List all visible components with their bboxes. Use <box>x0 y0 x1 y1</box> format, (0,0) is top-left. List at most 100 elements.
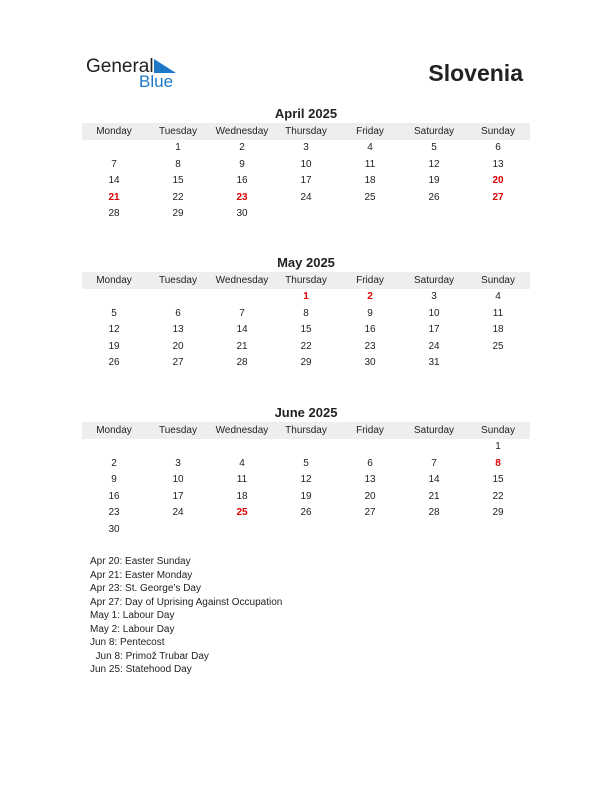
day-cell <box>274 439 338 456</box>
week-row: 28 29 30 <box>82 206 530 223</box>
logo-triangle-icon <box>154 59 176 73</box>
day-cell: 19 <box>428 175 440 187</box>
day-cell: 19 <box>108 340 120 352</box>
holiday-item: Jun 8: Pentecost <box>90 637 165 648</box>
week-row: 7 8 9 10 11 12 13 <box>82 157 530 174</box>
day-cell: 17 <box>300 175 312 187</box>
day-cell: 29 <box>300 357 312 369</box>
day-cell: 4 <box>495 291 501 302</box>
day-cell: 5 <box>303 457 309 469</box>
week-row: 30 <box>82 522 530 539</box>
day-cell: 10 <box>172 474 184 486</box>
holiday-list: Apr 20: Easter Sunday Apr 21: Easter Mond… <box>90 555 282 677</box>
holiday-item: Jun 25: Statehood Day <box>90 664 192 675</box>
week-row: 23 24 25 26 27 28 29 <box>82 505 530 522</box>
month-calendar: June 2025 Monday Tuesday Wednesday Thursday F… <box>82 404 530 539</box>
day-cell: 6 <box>495 142 501 153</box>
day-cell: 16 <box>108 490 120 502</box>
weekday-label: Thursday <box>285 425 327 436</box>
day-cell: 3 <box>303 142 309 153</box>
day-cell: 26 <box>428 191 440 203</box>
day-cell: 7 <box>239 307 245 319</box>
day-cell: 28 <box>236 357 248 369</box>
day-cell <box>338 522 402 539</box>
day-cell: 13 <box>172 324 184 336</box>
day-cell: 13 <box>364 474 376 486</box>
day-cell: 11 <box>236 474 248 486</box>
day-cell: 30 <box>236 208 248 220</box>
day-cell: 1 <box>175 142 181 153</box>
day-cell: 16 <box>236 175 248 187</box>
week-row: 1 <box>82 439 530 456</box>
week-row: 26 27 28 29 30 31 <box>82 355 530 372</box>
day-cell: 17 <box>172 490 184 502</box>
week-row: 16 17 18 19 20 21 22 <box>82 489 530 506</box>
day-cell: 9 <box>367 307 373 319</box>
day-cell <box>146 289 210 306</box>
day-cell: 13 <box>492 158 504 170</box>
day-cell: 18 <box>364 175 376 187</box>
day-cell: 29 <box>492 507 504 519</box>
week-row: 1 2 3 4 <box>82 289 530 306</box>
weekday-header: Monday Tuesday Wednesday Thursday Friday Satu… <box>82 123 530 140</box>
day-cell: 8 <box>175 158 181 170</box>
day-cell: 9 <box>239 158 245 170</box>
day-cell: 25 <box>364 191 376 203</box>
week-row: 9 10 11 12 13 14 15 <box>82 472 530 489</box>
weekday-label: Friday <box>356 126 384 137</box>
day-cell: 2 <box>239 142 245 153</box>
month-title: April 2025 <box>274 106 338 121</box>
weekday-label: Wednesday <box>215 425 269 436</box>
logo-text-blue: Blue <box>139 72 174 91</box>
day-cell <box>210 289 274 306</box>
weekday-label: Monday <box>96 126 132 137</box>
holiday-day-cell: 1 <box>303 291 309 302</box>
day-cell: 23 <box>364 340 376 352</box>
day-cell <box>82 289 146 306</box>
day-cell: 4 <box>239 457 245 469</box>
day-cell: 19 <box>300 490 312 502</box>
holiday-item: Apr 21: Easter Monday <box>90 569 193 581</box>
day-cell <box>146 522 210 539</box>
holiday-item: Apr 23: St. George’s Day <box>90 583 201 594</box>
day-cell: 5 <box>111 307 117 319</box>
day-cell: 24 <box>300 191 312 203</box>
day-cell <box>402 206 466 223</box>
weekday-header: Monday Tuesday Wednesday Thursday Friday Satu… <box>82 272 530 289</box>
day-cell <box>82 439 146 456</box>
day-cell: 22 <box>492 490 504 502</box>
day-cell: 27 <box>172 357 184 369</box>
day-cell: 23 <box>108 507 120 519</box>
holiday-day-cell: 25 <box>236 507 248 519</box>
day-cell <box>466 522 530 539</box>
day-cell <box>466 355 530 372</box>
week-row: 19 20 21 22 23 24 25 <box>82 339 530 356</box>
day-cell: 11 <box>492 307 504 319</box>
day-cell: 6 <box>175 307 181 319</box>
day-cell <box>338 206 402 223</box>
day-cell: 29 <box>172 208 184 220</box>
day-cell: 24 <box>172 507 184 519</box>
holiday-item: May 2: Labour Day <box>90 623 175 635</box>
holiday-day-cell: 2 <box>367 291 373 302</box>
day-cell: 15 <box>172 175 184 187</box>
day-cell: 10 <box>428 307 440 319</box>
holiday-day-cell: 27 <box>492 191 504 203</box>
weekday-label: Thursday <box>285 275 327 286</box>
day-cell: 26 <box>108 357 120 369</box>
holiday-day-cell: 20 <box>492 175 504 187</box>
day-cell <box>274 522 338 539</box>
holiday-day-cell: 23 <box>236 191 248 203</box>
day-cell: 18 <box>492 324 504 336</box>
day-cell: 2 <box>111 457 117 469</box>
month-calendar: May 2025 Monday Tuesday Wednesday Thursday Fr… <box>82 254 530 372</box>
holiday-item: May 1: Labour Day <box>90 610 175 621</box>
day-cell: 27 <box>364 507 376 519</box>
month-title: May 2025 <box>277 255 335 270</box>
day-cell <box>146 439 210 456</box>
week-row: 1 2 3 4 5 6 <box>82 140 530 157</box>
day-cell: 16 <box>364 324 376 336</box>
day-cell: 10 <box>300 158 312 170</box>
weekday-label: Saturday <box>413 425 455 436</box>
weekday-label: Monday <box>96 425 132 436</box>
